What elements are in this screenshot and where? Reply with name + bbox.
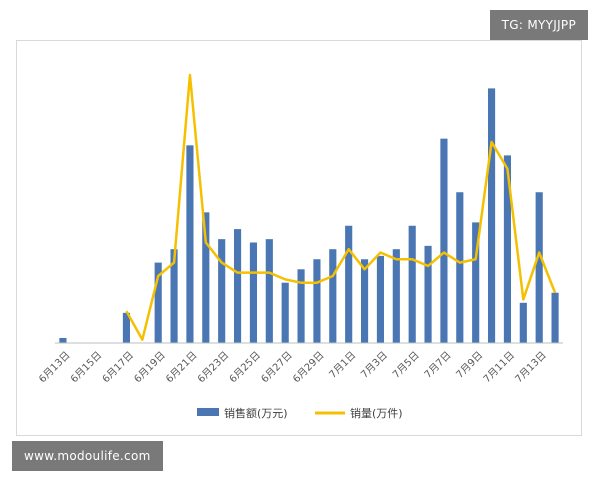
- legend-line-label: 销量(万件): [350, 406, 403, 420]
- x-tick-label: 6月19日: [132, 349, 168, 385]
- bar-7月5日: [408, 225, 416, 343]
- line-sales-volume: [125, 73, 557, 341]
- line-series-group: [125, 73, 557, 341]
- x-tick-label: 6月13日: [36, 349, 72, 385]
- watermark-top: TG: MYYJJPP: [489, 10, 588, 40]
- bar-6月29日: [313, 259, 321, 343]
- legend: 销售额(万元) 销量(万件): [197, 406, 403, 420]
- x-tick-label: 7月3日: [358, 349, 390, 381]
- bars-group: [59, 88, 559, 344]
- legend-bar-swatch: [197, 408, 219, 416]
- bar-6月20日: [170, 249, 178, 343]
- bar-6月24日: [233, 229, 242, 343]
- x-tick-label: 6月21日: [163, 349, 199, 385]
- x-tick-labels: 6月13日6月15日6月17日6月19日6月21日6月23日6月25日6月27日…: [36, 349, 548, 385]
- x-tick-label: 7月9日: [454, 349, 486, 381]
- x-tick-label: 7月13日: [513, 349, 549, 385]
- bar-7月11日: [503, 155, 512, 343]
- bar-6月28日: [297, 269, 305, 343]
- bar-7月1日: [345, 225, 353, 343]
- bar-7月2日: [360, 259, 369, 343]
- bar-6月26日: [265, 239, 273, 343]
- bar-7月9日: [472, 222, 480, 343]
- x-tick-label: 6月23日: [195, 349, 231, 385]
- bar-6月22日: [202, 212, 210, 343]
- x-tick-label: 6月29日: [290, 349, 326, 385]
- bar-6月23日: [218, 239, 226, 343]
- chart-frame: 6月13日 6月15日 6月17日 6月19日 6月21日 6月23日 6月25日 6月27日…: [16, 40, 582, 436]
- bar-7月14日: [551, 292, 559, 343]
- watermark-bottom: www.modoulife.com: [12, 441, 163, 471]
- bar-6月25日: [249, 242, 258, 343]
- x-tick-label: 6月25日: [227, 349, 263, 385]
- bar-6月19日: [154, 262, 162, 343]
- x-tick-label: 7月11日: [481, 349, 517, 385]
- chart-svg: 6月13日6月15日6月17日6月19日6月21日6月23日6月25日6月27日…: [36, 73, 563, 420]
- x-tick-label: 6月27日: [259, 349, 295, 385]
- bar-6月17日: [122, 312, 131, 343]
- bar-6月21日: [186, 145, 194, 343]
- bar-7月7日: [440, 138, 448, 343]
- bar-7月8日: [456, 192, 464, 343]
- x-tick-label: 7月1日: [327, 349, 359, 381]
- bar-7月6日: [424, 245, 432, 343]
- bar-7月13日: [535, 192, 543, 343]
- x-tick-label: 6月15日: [68, 349, 104, 385]
- bar-7月12日: [519, 302, 527, 343]
- bar-6月13日: [59, 337, 67, 343]
- bar-7月10日: [487, 88, 496, 344]
- bar-6月30日: [329, 249, 337, 343]
- bar-7月4日: [392, 249, 400, 343]
- x-tick-label: 7月7日: [422, 349, 454, 381]
- legend-bar-label: 销售额(万元): [224, 406, 288, 420]
- x-tick-label: 7月5日: [390, 349, 422, 381]
- bar-6月27日: [281, 282, 289, 343]
- bar-7月3日: [376, 255, 385, 343]
- x-tick-label: 6月17日: [100, 349, 136, 385]
